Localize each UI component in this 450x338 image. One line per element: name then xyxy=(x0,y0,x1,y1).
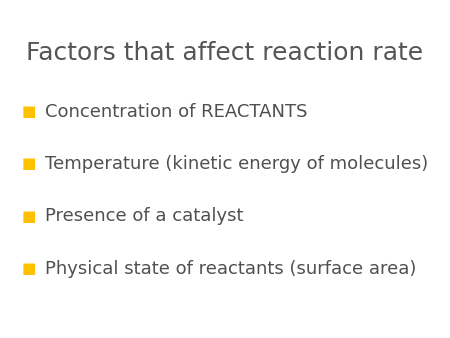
Text: Concentration of REACTANTS: Concentration of REACTANTS xyxy=(45,102,307,121)
Text: Physical state of reactants (surface area): Physical state of reactants (surface are… xyxy=(45,260,416,278)
Text: Presence of a catalyst: Presence of a catalyst xyxy=(45,207,243,225)
Text: ■: ■ xyxy=(22,209,36,224)
Text: Temperature (kinetic energy of molecules): Temperature (kinetic energy of molecules… xyxy=(45,155,428,173)
Text: ■: ■ xyxy=(22,104,36,119)
Text: ■: ■ xyxy=(22,156,36,171)
Text: ■: ■ xyxy=(22,261,36,276)
Text: Factors that affect reaction rate: Factors that affect reaction rate xyxy=(27,41,423,65)
